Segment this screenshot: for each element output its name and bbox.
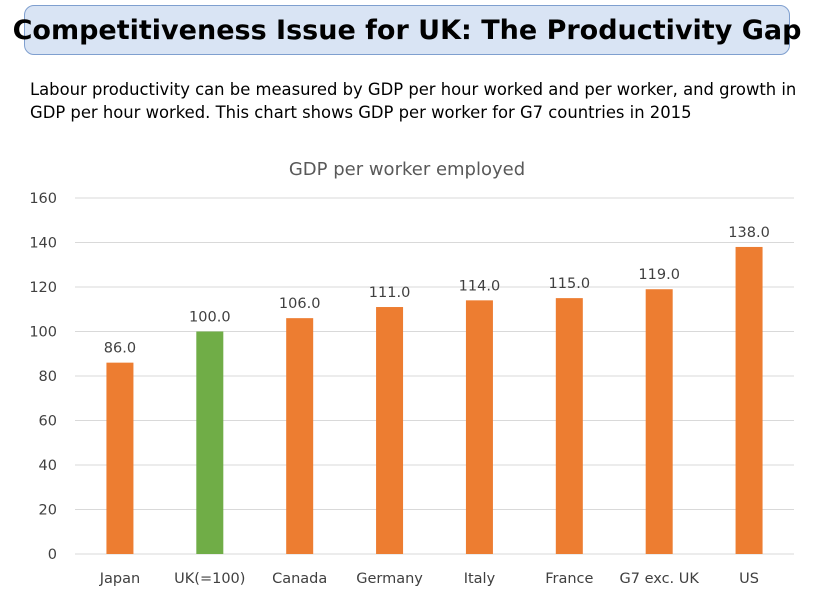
x-tick-label-italy: Italy — [464, 571, 496, 587]
data-label-canada: 106.0 — [279, 296, 321, 312]
bar-uk-100 — [196, 331, 224, 554]
title-banner: Competitiveness Issue for UK: The Produc… — [13, 5, 801, 55]
y-axis: 0 20 40 60 80 100 120 140 160 — [29, 191, 57, 563]
data-label-italy: 114.0 — [459, 278, 501, 294]
y-tick-label: 160 — [29, 191, 57, 207]
data-label-g7-exc-uk: 119.0 — [638, 267, 680, 283]
y-tick-label: 60 — [39, 414, 57, 430]
data-label-germany: 111.0 — [369, 285, 411, 301]
slide-title: Competitiveness Issue for UK: The Produc… — [12, 14, 802, 46]
y-tick-label: 80 — [39, 369, 57, 385]
bar-italy — [465, 300, 493, 554]
x-tick-label-g7-exc-uk: G7 exc. UK — [620, 571, 700, 587]
data-label-japan: 86.0 — [104, 341, 136, 357]
x-tick-label-uk-100: UK(=100) — [174, 571, 245, 587]
y-tick-label: 20 — [39, 503, 57, 519]
intro-text: Labour productivity can be measured by G… — [30, 80, 797, 122]
x-axis: Japan UK(=100) Canada Germany Italy France G7 … — [99, 571, 759, 587]
y-tick-label: 0 — [48, 547, 57, 563]
y-tick-label: 120 — [29, 280, 57, 296]
bar-us — [735, 246, 763, 554]
bar-japan — [106, 362, 134, 554]
chart-title: GDP per worker employed — [289, 159, 525, 180]
chart-container: GDP per worker employed 0 20 40 60 80 100 120 1… — [0, 140, 814, 610]
bar-germany — [376, 307, 404, 554]
bar-g7-exc-uk — [645, 289, 673, 554]
gridlines — [75, 197, 794, 555]
bar-canada — [286, 318, 314, 554]
y-tick-label: 40 — [39, 458, 57, 474]
bars — [106, 246, 763, 554]
bar-chart: GDP per worker employed 0 20 40 60 80 100 120 1… — [29, 159, 794, 587]
y-tick-label: 140 — [29, 236, 57, 252]
data-label-france: 115.0 — [549, 276, 591, 292]
x-tick-label-us: US — [739, 571, 759, 587]
x-tick-label-japan: Japan — [99, 571, 140, 587]
x-tick-label-germany: Germany — [356, 571, 423, 587]
data-label-us: 138.0 — [728, 225, 770, 241]
bar-france — [555, 298, 583, 554]
x-tick-label-france: France — [545, 571, 593, 587]
data-labels: 86.0 100.0 106.0 111.0 114.0 115.0 119.0 138.0 — [104, 225, 770, 357]
y-tick-label: 100 — [29, 325, 57, 341]
x-tick-label-canada: Canada — [272, 571, 327, 587]
data-label-uk-100: 100.0 — [189, 310, 231, 326]
